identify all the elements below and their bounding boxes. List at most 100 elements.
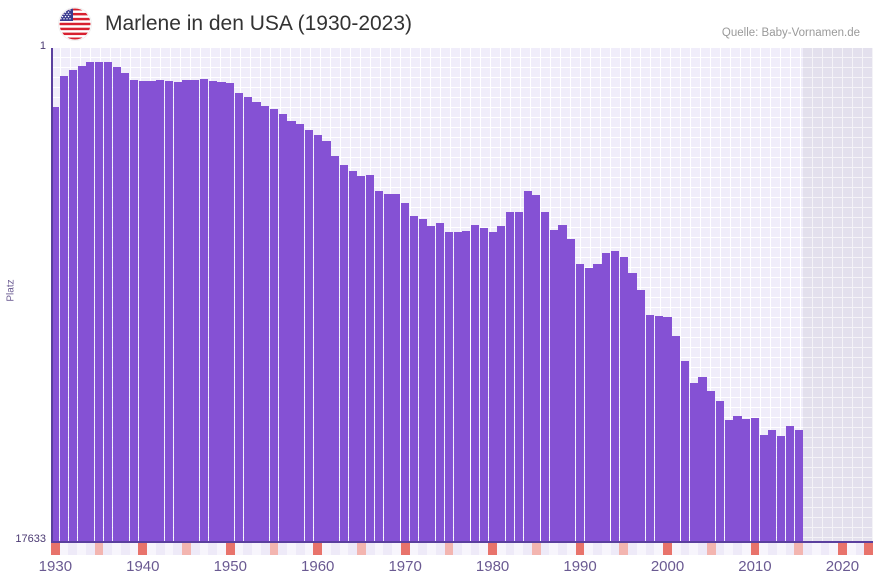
tick-mark — [112, 543, 121, 555]
bar[interactable] — [392, 193, 401, 541]
bar[interactable] — [742, 418, 751, 541]
bar[interactable] — [794, 429, 803, 541]
bar[interactable] — [164, 81, 174, 541]
bar[interactable] — [453, 232, 462, 541]
tick-mark — [654, 543, 664, 555]
bar[interactable] — [77, 65, 86, 541]
bar[interactable] — [768, 429, 777, 541]
bar[interactable] — [331, 156, 340, 541]
bar[interactable] — [243, 97, 252, 541]
source-label: Quelle: Baby-Vornamen.de — [721, 27, 860, 39]
tick-mark — [610, 543, 620, 555]
bar[interactable] — [138, 81, 147, 541]
bar[interactable] — [637, 289, 646, 541]
bar[interactable] — [374, 190, 383, 541]
bar[interactable] — [427, 226, 436, 541]
bar[interactable] — [182, 80, 191, 541]
bar[interactable] — [532, 194, 541, 541]
bar[interactable] — [724, 419, 733, 541]
bar[interactable] — [628, 272, 637, 541]
bar[interactable] — [541, 211, 550, 541]
bar[interactable] — [252, 102, 261, 541]
bar[interactable] — [462, 231, 471, 541]
bar[interactable] — [147, 81, 156, 541]
bar[interactable] — [304, 129, 314, 541]
bar[interactable] — [558, 225, 567, 541]
bar[interactable] — [60, 76, 69, 541]
bar[interactable] — [278, 114, 287, 541]
tick-mark — [636, 543, 646, 555]
bar[interactable] — [112, 66, 121, 541]
bar[interactable] — [130, 80, 139, 541]
x-tick-label: 1940 — [126, 558, 160, 575]
bar[interactable] — [95, 61, 104, 541]
bar[interactable] — [777, 435, 786, 541]
bar[interactable] — [86, 61, 95, 541]
bar[interactable] — [217, 82, 226, 541]
bar[interactable] — [348, 171, 357, 541]
bar[interactable] — [672, 335, 681, 541]
bar[interactable] — [523, 190, 532, 541]
bar[interactable] — [261, 106, 270, 541]
bar[interactable] — [418, 218, 427, 541]
bar[interactable] — [383, 193, 392, 541]
bar[interactable] — [689, 383, 698, 541]
bar[interactable] — [173, 82, 182, 541]
tick-mark — [593, 543, 602, 555]
bar[interactable] — [479, 228, 488, 541]
tick-mark — [698, 543, 707, 555]
bar[interactable] — [733, 415, 742, 541]
bar[interactable] — [602, 253, 611, 541]
bar[interactable] — [366, 175, 375, 541]
future-region — [803, 48, 873, 541]
bar[interactable] — [234, 93, 244, 541]
bar[interactable] — [287, 120, 296, 541]
bar[interactable] — [471, 224, 480, 541]
bar[interactable] — [313, 134, 322, 541]
bar[interactable] — [191, 80, 200, 541]
bar[interactable] — [296, 123, 305, 541]
bar[interactable] — [339, 165, 348, 541]
bar[interactable] — [51, 107, 60, 541]
bar[interactable] — [401, 202, 410, 541]
bar[interactable] — [357, 176, 366, 541]
bar[interactable] — [322, 140, 331, 541]
bar[interactable] — [593, 263, 602, 541]
tick-mark — [234, 543, 244, 555]
bar[interactable] — [409, 215, 418, 541]
bar[interactable] — [619, 257, 628, 541]
bar[interactable] — [506, 211, 515, 541]
bar[interactable] — [680, 360, 690, 541]
bar[interactable] — [121, 73, 130, 541]
bar[interactable] — [199, 79, 209, 541]
bar[interactable] — [514, 211, 523, 541]
bar[interactable] — [575, 263, 585, 541]
bar[interactable] — [226, 83, 235, 541]
bar[interactable] — [269, 109, 279, 541]
bar[interactable] — [610, 251, 620, 541]
bar[interactable] — [436, 222, 445, 541]
bar[interactable] — [663, 317, 672, 541]
bar[interactable] — [707, 391, 716, 541]
bar[interactable] — [715, 401, 725, 541]
bar[interactable] — [785, 425, 794, 541]
bar[interactable] — [103, 61, 112, 541]
tick-mark — [85, 543, 95, 555]
bar[interactable] — [750, 417, 759, 541]
bar[interactable] — [567, 239, 576, 541]
tick-mark — [829, 543, 838, 555]
bar[interactable] — [654, 316, 663, 541]
bar[interactable] — [488, 232, 497, 541]
tick-mark — [304, 543, 314, 555]
bar[interactable] — [698, 377, 707, 541]
bar[interactable] — [549, 230, 558, 541]
bar[interactable] — [584, 267, 593, 541]
bar[interactable] — [759, 434, 768, 541]
bar[interactable] — [156, 80, 165, 541]
bar[interactable] — [68, 69, 77, 541]
bar[interactable] — [444, 232, 453, 541]
bar[interactable] — [497, 226, 506, 541]
bar[interactable] — [645, 315, 655, 541]
bar[interactable] — [208, 81, 217, 541]
